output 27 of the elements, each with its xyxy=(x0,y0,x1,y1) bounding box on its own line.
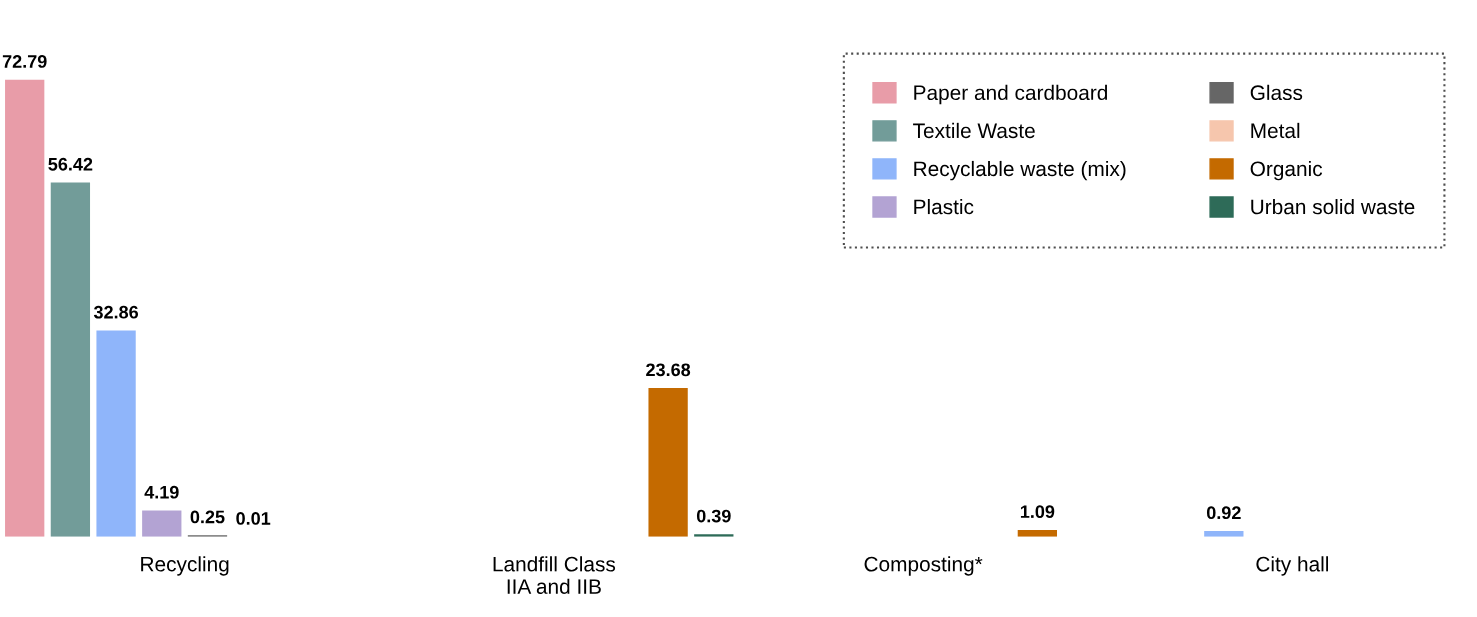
x-tick-label: Recycling xyxy=(141,556,229,576)
bar xyxy=(5,79,45,537)
data-label: 0.92 xyxy=(1206,506,1241,520)
legend-label: Organic xyxy=(1250,160,1323,181)
bar xyxy=(648,388,688,537)
data-label: 0.01 xyxy=(236,512,271,525)
legend-label: Glass xyxy=(1250,84,1303,101)
data-label: 0.39 xyxy=(696,509,731,523)
x-tick-label: Composting* xyxy=(864,556,983,576)
legend-label: Plastic xyxy=(914,198,974,215)
data-label: 4.19 xyxy=(144,485,179,499)
data-label: 0.25 xyxy=(190,510,225,524)
legend-label: Metal xyxy=(1251,122,1300,139)
bar xyxy=(96,330,136,537)
bar xyxy=(50,182,91,537)
x-tick-label: City hall xyxy=(1256,556,1329,576)
legend-label: Recyclable waste (mix) xyxy=(914,160,1126,181)
bar xyxy=(142,510,182,537)
data-label: 56.42 xyxy=(48,157,93,171)
data-label: 23.68 xyxy=(646,363,691,377)
legend-label: Textile Waste xyxy=(913,122,1035,139)
x-tick-label: Landfill Class IIA and IIB xyxy=(493,556,616,594)
data-label: 72.79 xyxy=(2,55,47,68)
data-label: 1.09 xyxy=(1020,505,1055,519)
data-label: 32.86 xyxy=(93,305,139,319)
legend-label: Urban solid waste xyxy=(1251,198,1415,215)
legend-label: Paper and cardboard xyxy=(914,84,1107,105)
